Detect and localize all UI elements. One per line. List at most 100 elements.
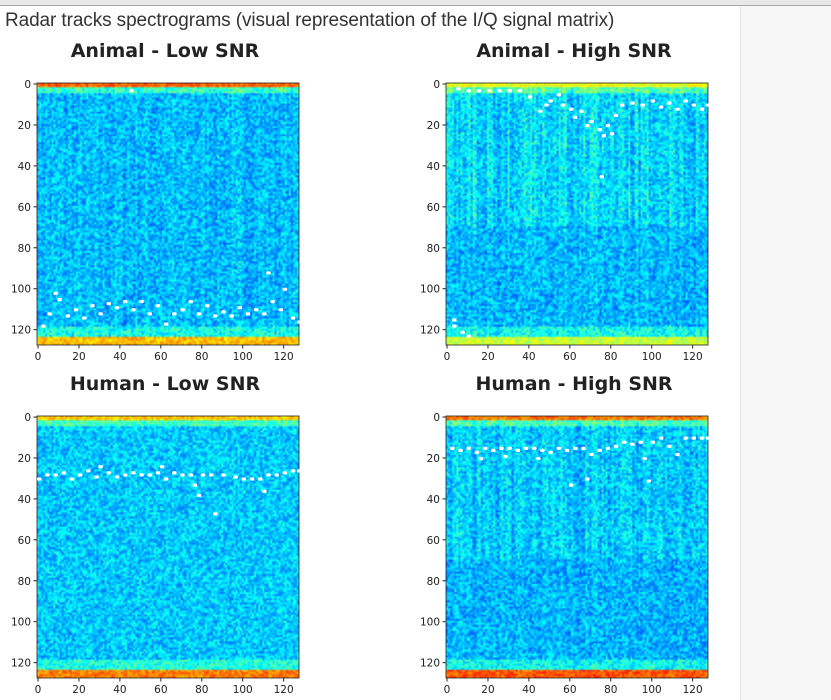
x-tick-label: 100 bbox=[642, 351, 662, 363]
track-point bbox=[452, 324, 457, 328]
track-point bbox=[47, 312, 52, 316]
track-point bbox=[556, 446, 562, 450]
x-tick-label: 120 bbox=[274, 684, 294, 696]
track-point bbox=[114, 475, 120, 479]
track-point bbox=[458, 448, 463, 453]
page-heading: Radar tracks spectrograms (visual repres… bbox=[5, 10, 615, 31]
track-point bbox=[548, 99, 553, 103]
track-point bbox=[650, 440, 656, 444]
y-tick-label: 20 bbox=[18, 453, 31, 465]
track-point bbox=[579, 109, 584, 113]
track-point bbox=[98, 465, 103, 469]
track-point bbox=[642, 456, 648, 461]
y-tick-label: 100 bbox=[420, 284, 440, 296]
track-point bbox=[605, 446, 611, 450]
track-point bbox=[266, 271, 271, 275]
track-point bbox=[699, 436, 705, 440]
track-point bbox=[196, 493, 202, 498]
right-sidebar bbox=[740, 6, 831, 700]
x-tick-label: 80 bbox=[195, 351, 208, 363]
x-tick-label: 40 bbox=[522, 351, 535, 363]
track-point bbox=[556, 93, 562, 97]
track-point bbox=[274, 473, 279, 477]
y-tick-label: 40 bbox=[18, 161, 31, 173]
y-tick-label: 40 bbox=[427, 161, 440, 173]
track-point bbox=[270, 299, 275, 304]
x-tick-label: 0 bbox=[35, 684, 42, 696]
track-point bbox=[589, 452, 594, 457]
track-point bbox=[221, 310, 226, 314]
y-tick-label: 60 bbox=[427, 535, 440, 547]
track-point bbox=[560, 103, 566, 107]
track-point bbox=[90, 304, 95, 308]
track-point bbox=[466, 89, 471, 93]
track-point bbox=[630, 101, 635, 105]
track-point bbox=[131, 471, 136, 475]
plot-frame bbox=[445, 82, 709, 346]
x-tick-label: 80 bbox=[604, 351, 617, 363]
track-point bbox=[691, 103, 697, 107]
track-point bbox=[106, 471, 112, 475]
chart-animal-high-snr: Animal - High SNR 0 20 40 60 80 100 120 0 20 40 60… bbox=[409, 40, 739, 363]
track-point bbox=[622, 440, 627, 444]
track-point bbox=[482, 446, 488, 450]
track-point bbox=[192, 483, 198, 487]
x-tick-label: 60 bbox=[154, 684, 167, 696]
track-point bbox=[452, 318, 457, 322]
track-point bbox=[204, 304, 210, 308]
y-tick-label: 60 bbox=[427, 202, 440, 214]
x-tick-label: 80 bbox=[604, 684, 617, 696]
y-tick-label: 20 bbox=[18, 120, 31, 132]
track-point bbox=[658, 436, 664, 440]
track-point bbox=[45, 473, 50, 477]
track-point bbox=[646, 479, 652, 483]
y-tick-label: 120 bbox=[11, 658, 31, 670]
track-point bbox=[705, 436, 711, 440]
y-tick-label: 100 bbox=[11, 617, 31, 629]
track-point bbox=[456, 87, 461, 91]
track-point bbox=[597, 128, 602, 132]
track-point bbox=[147, 473, 153, 477]
y-tick-label: 0 bbox=[24, 79, 31, 91]
track-point bbox=[597, 448, 602, 453]
track-point bbox=[638, 440, 643, 444]
track-point bbox=[691, 436, 697, 440]
track-point bbox=[114, 306, 120, 310]
track-point bbox=[675, 452, 680, 457]
track-point bbox=[196, 312, 202, 316]
track-point bbox=[486, 89, 492, 93]
track-point bbox=[699, 107, 705, 111]
track-point bbox=[474, 450, 480, 455]
track-point bbox=[229, 314, 234, 318]
track-point bbox=[683, 436, 688, 440]
track-point bbox=[237, 306, 243, 310]
plot-frame bbox=[445, 415, 709, 679]
track-point bbox=[619, 103, 625, 107]
spectrogram-image bbox=[37, 83, 299, 345]
track-point bbox=[527, 95, 533, 99]
track-point bbox=[630, 442, 635, 446]
track-point bbox=[599, 175, 605, 179]
track-point bbox=[262, 489, 267, 493]
x-tick-label: 20 bbox=[481, 351, 494, 363]
chart-title: Animal - High SNR bbox=[476, 40, 672, 62]
track-point bbox=[667, 101, 672, 105]
track-point bbox=[37, 477, 42, 481]
track-point bbox=[478, 456, 484, 461]
chart-animal-low-snr: Animal - Low SNR 0 20 40 60 80 100 120 0 20 40 60 8… bbox=[0, 40, 330, 363]
y-tick-label: 40 bbox=[18, 494, 31, 506]
track-point bbox=[213, 512, 218, 516]
track-point bbox=[290, 316, 296, 320]
track-point bbox=[564, 448, 570, 453]
track-point bbox=[200, 473, 206, 477]
y-tick-label: 100 bbox=[11, 284, 31, 296]
track-point bbox=[57, 297, 62, 302]
y-tick-label: 80 bbox=[18, 576, 31, 588]
x-tick-label: 20 bbox=[72, 351, 85, 363]
track-point bbox=[517, 89, 523, 93]
track-point bbox=[77, 473, 83, 477]
track-point bbox=[548, 450, 553, 455]
y-tick-label: 0 bbox=[433, 79, 440, 91]
track-point bbox=[585, 123, 590, 128]
track-point bbox=[188, 473, 193, 477]
